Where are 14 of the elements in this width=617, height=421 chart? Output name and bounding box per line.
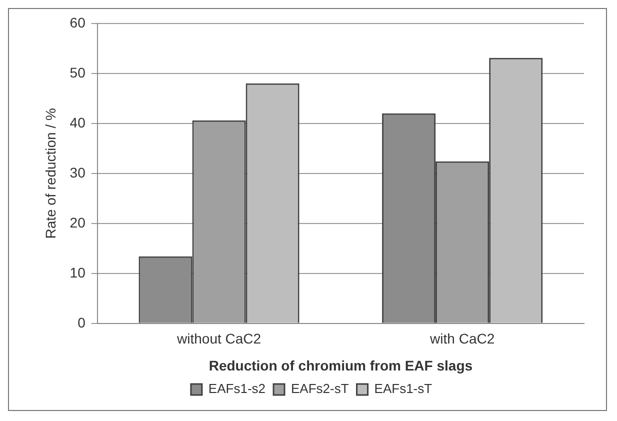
x-tick-label: with CaC2 xyxy=(429,330,495,347)
legend-label: EAFs2-sT xyxy=(291,381,349,396)
legend-label: EAFs1-s2 xyxy=(208,381,266,396)
y-tick-label: 30 xyxy=(70,164,86,180)
legend-label: EAFs1-sT xyxy=(374,381,432,396)
y-tick-label: 10 xyxy=(70,264,86,280)
y-tick-label: 50 xyxy=(70,64,86,80)
x-axis-title: Reduction of chromium from EAF slags xyxy=(208,357,473,374)
y-tick-label: 60 xyxy=(70,14,86,30)
y-tick-label: 20 xyxy=(70,214,86,230)
y-tick-label: 0 xyxy=(78,314,86,330)
y-axis-title: Rate of reduction / % xyxy=(42,108,58,239)
y-tick-label: 40 xyxy=(70,114,86,130)
x-tick-label: without CaC2 xyxy=(176,330,262,347)
